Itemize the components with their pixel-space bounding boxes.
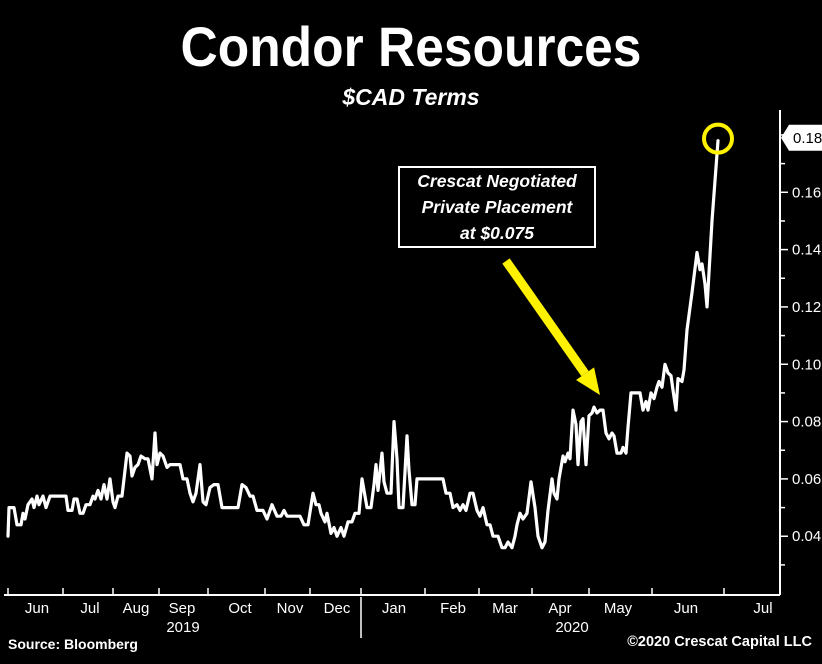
x-tick-label: Jun [674, 600, 698, 617]
y-tick-label: 0.04 [792, 528, 821, 545]
annotation-line-2: Private Placement [421, 197, 573, 217]
x-tick-label: Nov [277, 600, 304, 617]
y-tick-label: 0.14 [792, 242, 821, 259]
annotation-box: Crescat Negotiated Private Placement at … [398, 166, 596, 248]
x-tick-label: Feb [440, 600, 466, 617]
last-price-flag [781, 124, 822, 151]
y-tick-label: 0.10 [792, 356, 821, 373]
x-tick-label: Jul [753, 600, 772, 617]
source-credit: Source: Bloomberg [8, 636, 138, 652]
highlight-circle [702, 122, 734, 155]
page-title: Condor Resources [180, 15, 642, 78]
x-tick-label: Sep [169, 600, 196, 617]
x-tick-label: May [604, 600, 633, 617]
annotation-arrow-shaft [502, 258, 589, 377]
x-tick-label: Jul [80, 600, 99, 617]
y-tick-label: 0.12 [792, 299, 821, 316]
x-year-label: 2020 [555, 619, 588, 636]
x-tick-label: Apr [548, 600, 571, 617]
annotation-line-3: at $0.075 [460, 223, 534, 243]
x-year-label: 2019 [166, 619, 199, 636]
x-tick-label: Jan [382, 600, 406, 617]
x-tick-label: Mar [492, 600, 518, 617]
x-tick-label: Oct [228, 600, 252, 617]
y-tick-label: 0.06 [792, 471, 821, 488]
price-line [6, 139, 720, 550]
x-tick-label: Aug [123, 600, 150, 617]
annotation-arrow-head [576, 367, 600, 395]
last-price-flag-label: 0.18 [793, 130, 822, 147]
x-tick-label: Jun [25, 600, 49, 617]
page-subtitle: $CAD Terms [342, 84, 480, 110]
annotation-line-1: Crescat Negotiated [417, 171, 577, 191]
y-tick-label: 0.08 [792, 414, 821, 431]
x-tick-label: Dec [324, 600, 351, 617]
copyright-notice: ©2020 Crescat Capital LLC [627, 634, 812, 650]
y-tick-label: 0.16 [792, 184, 821, 201]
